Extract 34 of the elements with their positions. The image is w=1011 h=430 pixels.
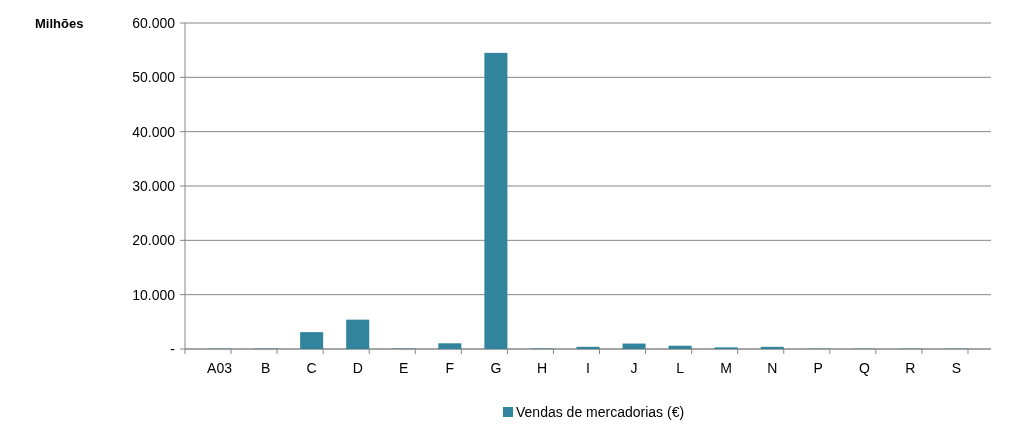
x-tick-label: H [536,360,548,376]
y-tick-label: 40.000 [132,123,176,140]
bar [484,52,508,349]
y-tick-label: 50.000 [132,69,176,86]
y-tick-label: 20.000 [132,232,176,249]
x-tick-label: S [951,360,962,376]
bar [668,345,692,349]
x-tick-label: Q [858,360,870,376]
y-tick-label: 30.000 [132,177,176,194]
x-tick-label: A03 [207,360,233,376]
x-tick-label: R [905,360,916,376]
x-tick-label: E [399,360,409,376]
y-tick-label: - [170,340,176,357]
x-tick-label: G [490,360,502,376]
x-tick-label: B [260,360,271,376]
bar [622,343,646,349]
x-tick-label: F [445,360,455,376]
bar [438,343,462,349]
bar [346,319,370,349]
x-tick-label: M [720,360,733,376]
bar [760,346,784,349]
legend-label: Vendas de mercadorias (€) [516,403,685,420]
y-tick-label: 10.000 [132,286,176,303]
x-tick-label: I [586,360,590,376]
x-tick-label: J [630,360,638,376]
y-tick-label: 60.000 [132,14,176,31]
x-tick-label: N [767,360,778,376]
x-tick-label: L [676,360,685,376]
y-axis-title: Milhões [35,15,84,31]
x-tick-label: P [813,360,823,376]
x-tick-label: D [352,360,363,376]
bar [300,332,324,349]
bar [576,346,600,349]
x-tick-label: C [306,360,317,376]
